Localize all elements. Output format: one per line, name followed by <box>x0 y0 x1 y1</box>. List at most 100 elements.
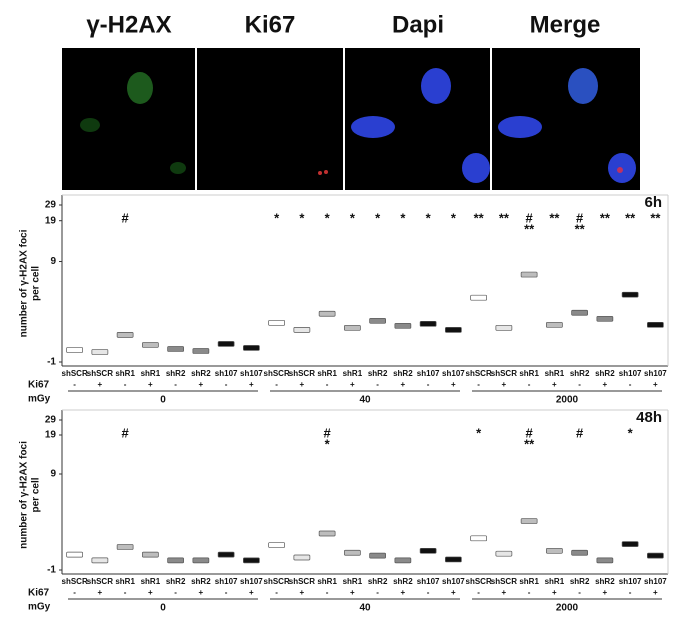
ki67-sign: - <box>528 380 531 389</box>
significance: # <box>576 425 584 440</box>
dose-label: 2000 <box>556 395 579 406</box>
panel-title: 48h <box>636 409 662 426</box>
ki67-sign: + <box>401 588 406 597</box>
ki67-sign: - <box>376 588 379 597</box>
micrographs <box>62 48 640 190</box>
mean-bar <box>571 309 588 316</box>
ki67-sign: + <box>98 588 103 597</box>
dose-label: 0 <box>160 603 166 614</box>
mean-bar <box>243 557 260 564</box>
mean-bar <box>66 347 83 353</box>
x-tick-label: shR1 <box>317 369 337 378</box>
mean-bar <box>91 557 109 564</box>
significance: ** <box>499 210 510 225</box>
x-tick-label: shSCR <box>87 577 113 586</box>
mean-bar <box>546 547 563 554</box>
panel-label: γ-H2AX <box>86 11 171 38</box>
dose-label: 0 <box>160 395 166 406</box>
mean-bar <box>621 541 639 547</box>
mean-bar <box>142 342 159 348</box>
mean-bar <box>571 549 588 556</box>
x-tick-label: sh107 <box>240 369 263 378</box>
ki67-sign: + <box>401 380 406 389</box>
row-label: mGy <box>28 602 51 613</box>
panel-label: Merge <box>530 11 601 38</box>
x-tick-label: sh107 <box>417 369 440 378</box>
mean-bar <box>520 271 538 278</box>
x-tick-label: sh107 <box>442 369 465 378</box>
y-axis-label: number of γ-H2AX foci <box>19 229 30 337</box>
ki67-sign: + <box>249 588 254 597</box>
dose-label: 40 <box>359 395 371 406</box>
x-tick-label: sh107 <box>417 577 440 586</box>
ki67-sign: - <box>376 380 379 389</box>
x-tick-label: shR1 <box>545 369 565 378</box>
mean-bar <box>394 322 412 329</box>
x-tick-label: sh107 <box>619 577 642 586</box>
y-tick-label: -1 <box>47 357 56 368</box>
row-label: mGy <box>28 394 51 405</box>
x-tick-label: shR2 <box>393 577 413 586</box>
mean-bar <box>445 326 462 333</box>
significance: # <box>122 425 130 440</box>
dose-label: 2000 <box>556 603 579 614</box>
ki67-sign: + <box>653 588 658 597</box>
significance: * <box>476 425 482 440</box>
mean-bar <box>293 554 311 561</box>
ki67-sign: - <box>275 588 278 597</box>
x-tick-label: shR2 <box>570 577 590 586</box>
ki67-sign: - <box>477 380 480 389</box>
x-tick-label: shR1 <box>115 369 135 378</box>
x-tick-label: sh107 <box>644 577 667 586</box>
ki67-sign: + <box>451 588 456 597</box>
x-tick-label: sh107 <box>442 577 465 586</box>
significance: ** <box>625 210 636 225</box>
significance: ** <box>524 436 535 451</box>
mean-bar <box>293 326 311 333</box>
ki67-sign: - <box>174 588 177 597</box>
mean-bar <box>520 518 538 524</box>
y-tick-label: 19 <box>45 215 57 226</box>
x-tick-label: shR2 <box>595 369 615 378</box>
significance: * <box>325 210 331 225</box>
ki67-sign: + <box>148 380 153 389</box>
panel-label: Dapi <box>392 11 444 38</box>
mean-bar <box>394 557 412 564</box>
significance: * <box>400 210 406 225</box>
x-tick-label: shSCR <box>62 369 88 378</box>
ki67-sign: - <box>477 588 480 597</box>
mean-bar <box>495 324 513 331</box>
mean-bar <box>344 549 361 556</box>
mean-bar <box>243 345 260 351</box>
ki67-sign: - <box>225 588 228 597</box>
mean-bar <box>268 319 285 326</box>
mean-bar <box>419 547 437 554</box>
ki67-sign: + <box>300 588 305 597</box>
mean-bar <box>369 317 386 324</box>
mean-bar <box>192 348 210 354</box>
significance: ** <box>600 210 611 225</box>
y-axis-label: per cell <box>31 477 42 512</box>
mean-bar <box>445 556 462 563</box>
y-tick-label: 9 <box>50 256 56 267</box>
ki67-sign: - <box>73 588 76 597</box>
x-tick-label: shR1 <box>343 369 363 378</box>
ki67-sign: - <box>427 380 430 389</box>
ki67-sign: + <box>249 380 254 389</box>
row-label: Ki67 <box>28 380 50 391</box>
x-tick-label: sh107 <box>644 369 667 378</box>
mean-bar <box>217 551 235 558</box>
ki67-sign: - <box>73 380 76 389</box>
x-tick-label: shR1 <box>317 577 337 586</box>
mean-bar <box>621 291 639 298</box>
y-tick-label: 29 <box>45 415 57 426</box>
significance: # <box>324 425 332 440</box>
x-tick-label: shR1 <box>545 577 565 586</box>
mean-bar <box>66 551 83 558</box>
y-tick-label: 9 <box>50 469 56 480</box>
mean-bar <box>268 542 285 548</box>
y-tick-label: 19 <box>45 430 57 441</box>
x-tick-label: shR2 <box>595 577 615 586</box>
x-tick-label: shSCR <box>62 577 88 586</box>
